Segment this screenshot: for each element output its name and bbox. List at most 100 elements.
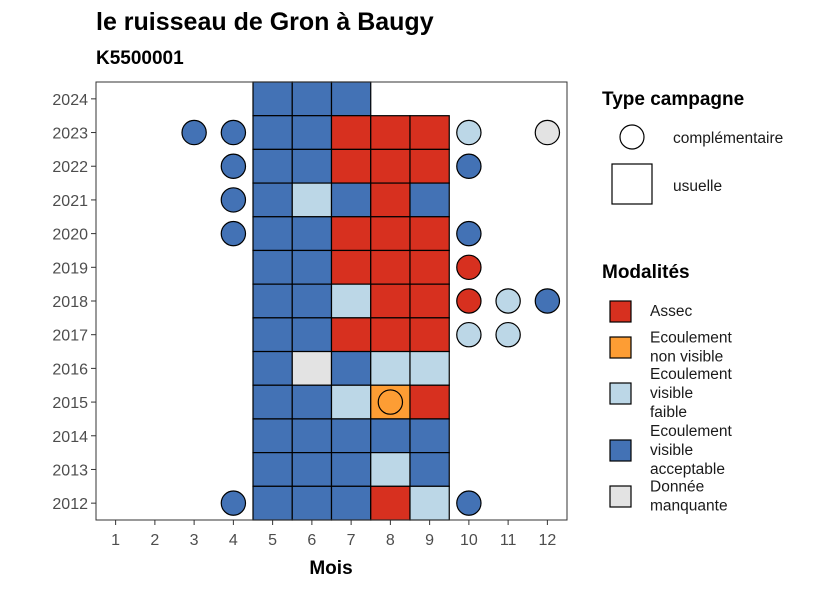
legend-key-modalite-2	[609, 382, 632, 405]
y-tick-label: 2021	[52, 193, 88, 210]
tile-2018-7	[330, 283, 372, 319]
x-tick-label: 9	[425, 532, 434, 549]
point-2022-10	[456, 153, 482, 179]
tile-2015-5	[252, 384, 293, 420]
x-tick-label: 7	[347, 532, 356, 549]
point-2023-4	[220, 119, 247, 146]
tile-2023-7	[330, 115, 372, 150]
x-tick-label: 6	[307, 532, 316, 549]
point-2021-4	[220, 187, 247, 213]
tile-2013-5	[252, 452, 293, 487]
x-axis-title: Mois	[309, 558, 352, 579]
tile-2012-6	[291, 485, 333, 521]
tile-2018-9	[409, 283, 450, 319]
legend-label-modalite-1: Ecoulement	[650, 330, 733, 347]
tile-2020-7	[330, 216, 372, 252]
legend-label-modalite-1: non visible	[650, 349, 723, 366]
x-tick-label: 10	[460, 532, 478, 549]
x-tick-label: 5	[268, 532, 277, 549]
point-2017-11	[495, 321, 521, 348]
tile-2017-7	[330, 317, 372, 353]
legend-key-complementaire	[619, 124, 645, 150]
legend-label-modalite-3: acceptable	[650, 461, 725, 478]
y-tick-label: 2024	[52, 92, 88, 109]
tile-2020-9	[409, 216, 450, 252]
tile-2015-9	[409, 384, 450, 420]
tile-2012-7	[330, 485, 372, 521]
tile-2021-8	[370, 182, 411, 218]
axes: 1 2 3 4 5 6 7 8 9 10 11 122012201320142015201620172…	[52, 92, 556, 549]
tile-2022-7	[330, 148, 372, 184]
tile-2021-7	[330, 182, 372, 218]
y-tick-label: 2014	[52, 429, 88, 446]
point-2023-10	[456, 119, 482, 146]
tile-2014-8	[370, 418, 411, 454]
y-tick-label: 2016	[52, 361, 88, 378]
y-tick-label: 2020	[52, 227, 88, 244]
tile-2020-6	[291, 216, 333, 252]
tile-2020-5	[252, 216, 293, 252]
point-2023-12	[534, 119, 561, 146]
legend-label-modalite-2: visible	[650, 385, 693, 402]
legend-label-square: usuelle	[673, 178, 722, 195]
tile-2016-6	[291, 350, 333, 386]
tile-2015-6	[291, 384, 333, 420]
tile-2017-6	[291, 317, 333, 353]
x-tick-label: 11	[500, 532, 517, 549]
tile-2023-8	[370, 115, 411, 150]
tile-2015-7	[330, 384, 372, 420]
legend-key-modalite-0	[609, 300, 632, 323]
tile-2014-9	[409, 418, 450, 454]
legend-modalites-title: Modalités	[602, 262, 690, 283]
tile-2019-5	[252, 249, 293, 285]
legend: complémentaireusuelleAssecEcoulementnon …	[609, 124, 783, 515]
legend-label-modalite-3: visible	[650, 442, 693, 459]
tile-2022-8	[370, 148, 411, 184]
x-tick-label: 12	[538, 532, 556, 549]
tile-2024-7	[330, 81, 372, 117]
tile-2022-5	[252, 148, 293, 184]
legend-label-modalite-0: Assec	[650, 303, 692, 320]
y-tick-label: 2015	[52, 395, 88, 412]
tile-2023-9	[409, 115, 450, 150]
tile-2019-8	[370, 249, 411, 285]
y-tick-label: 2023	[52, 126, 88, 143]
tile-2014-7	[330, 418, 372, 454]
legend-key-modalite-3	[609, 439, 632, 462]
plot-area	[181, 81, 561, 521]
y-tick-label: 2013	[52, 462, 88, 479]
y-tick-label: 2022	[52, 159, 88, 176]
tile-2023-5	[252, 115, 293, 150]
tile-2019-7	[330, 249, 372, 285]
tile-2018-5	[252, 283, 293, 319]
y-tick-label: 2012	[52, 496, 88, 513]
tile-2021-9	[409, 182, 450, 218]
tile-2024-6	[291, 81, 333, 117]
point-2018-11	[495, 288, 521, 314]
tile-2020-8	[370, 216, 411, 252]
x-tick-label: 3	[190, 532, 199, 549]
legend-label-modalite-2: Ecoulement	[650, 366, 733, 383]
chart-title: le ruisseau de Gron à Baugy	[96, 8, 434, 36]
point-2019-10	[456, 254, 482, 281]
tile-2019-6	[291, 249, 333, 285]
tile-2013-9	[409, 452, 450, 487]
legend-label-circle: complémentaire	[673, 130, 783, 147]
point-2023-3	[181, 119, 207, 146]
tile-2023-6	[291, 115, 333, 150]
tile-2019-9	[409, 249, 450, 285]
tile-2013-6	[291, 452, 333, 487]
legend-label-modalite-4: manquante	[650, 498, 728, 515]
legend-key-modalite-4	[609, 485, 632, 508]
point-2018-10	[456, 288, 482, 314]
tile-2016-8	[370, 350, 411, 386]
legend-label-modalite-3: Ecoulement	[650, 423, 733, 440]
legend-key-modalite-1	[609, 336, 632, 359]
point-2018-12	[534, 288, 561, 314]
tile-2012-8	[370, 485, 411, 521]
legend-campagne-title: Type campagne	[602, 89, 744, 110]
x-tick-label: 4	[229, 532, 238, 549]
tile-2024-5	[252, 81, 293, 117]
x-tick-label: 2	[150, 532, 159, 549]
y-tick-label: 2017	[52, 328, 88, 345]
